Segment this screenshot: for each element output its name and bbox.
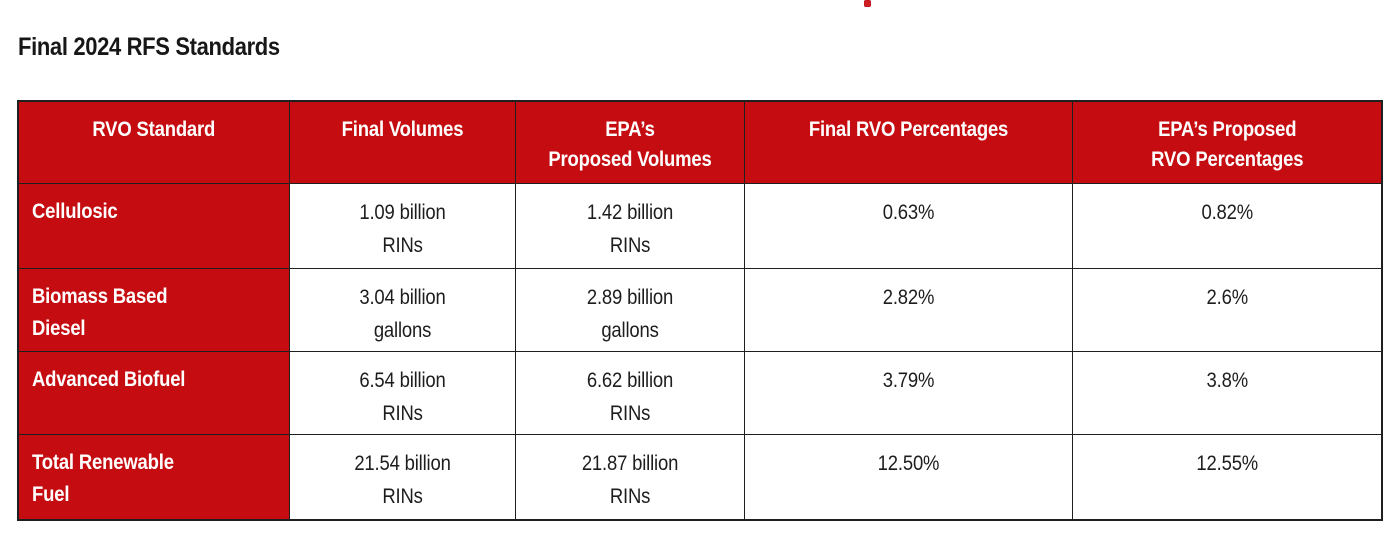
cell-proposed-percentage: 3.8%	[1071, 350, 1383, 435]
row-header-cell: Biomass Based Diesel	[17, 267, 290, 352]
red-dot-artifact	[864, 0, 871, 7]
cell-value: 21.54 billion RINs	[353, 451, 451, 508]
col-header-proposed-volumes: EPA’s Proposed Volumes	[514, 100, 745, 184]
cell-proposed-volume: 6.62 billion RINs	[514, 350, 745, 435]
cell-value: 3.04 billion gallons	[358, 285, 446, 342]
row-header-label: Biomass Based Diesel	[32, 284, 168, 340]
cell-value: 6.54 billion RINs	[358, 368, 446, 425]
row-header-cell: Total Renewable Fuel	[17, 433, 290, 521]
col-header-label: Final RVO Percentages	[808, 118, 1008, 141]
rfs-standards-table: RVO Standard Final Volumes EPA’s Propose…	[17, 100, 1383, 521]
cell-proposed-volume: 2.89 billion gallons	[514, 267, 745, 352]
cell-final-percentage: 3.79%	[743, 350, 1073, 435]
row-header-label: Cellulosic	[32, 199, 118, 223]
header-row: RVO Standard Final Volumes EPA’s Propose…	[17, 100, 1383, 184]
cell-value: 1.09 billion RINs	[358, 200, 446, 257]
cell-proposed-volume: 1.42 billion RINs	[514, 182, 745, 269]
cell-value: 3.8%	[1206, 368, 1248, 392]
col-header-proposed-rvo-percentages: EPA’s Proposed RVO Percentages	[1071, 100, 1383, 184]
row-header-cell: Advanced Biofuel	[17, 350, 290, 435]
cell-value: 12.55%	[1195, 451, 1258, 475]
col-header-label: RVO Standard	[92, 118, 216, 141]
cell-final-volume: 3.04 billion gallons	[288, 267, 516, 352]
cell-value: 2.89 billion gallons	[586, 285, 673, 342]
cell-proposed-percentage: 2.6%	[1071, 267, 1383, 352]
cell-proposed-percentage: 12.55%	[1071, 433, 1383, 521]
cell-proposed-volume: 21.87 billion RINs	[514, 433, 745, 521]
cell-final-volume: 6.54 billion RINs	[288, 350, 516, 435]
col-header-label: EPA’s Proposed Volumes	[547, 118, 712, 171]
cell-value: 2.82%	[882, 285, 934, 309]
cell-final-volume: 21.54 billion RINs	[288, 433, 516, 521]
cell-value: 0.63%	[882, 200, 934, 224]
table-row-cellulosic: Cellulosic 1.09 billion RINs 1.42 billio…	[17, 182, 1383, 269]
table-row-biomass-based-diesel: Biomass Based Diesel 3.04 billion gallon…	[17, 267, 1383, 352]
cell-final-volume: 1.09 billion RINs	[288, 182, 516, 269]
table-row-advanced-biofuel: Advanced Biofuel 6.54 billion RINs 6.62 …	[17, 350, 1383, 435]
col-header-final-volumes: Final Volumes	[288, 100, 516, 184]
cell-value: 21.87 billion RINs	[581, 451, 678, 508]
cell-value: 1.42 billion RINs	[586, 200, 673, 257]
cell-final-percentage: 2.82%	[743, 267, 1073, 352]
col-header-label: EPA’s Proposed RVO Percentages	[1150, 118, 1303, 171]
cell-proposed-percentage: 0.82%	[1071, 182, 1383, 269]
row-header-cell: Cellulosic	[17, 182, 290, 269]
cell-value: 3.79%	[882, 368, 934, 392]
cell-final-percentage: 12.50%	[743, 433, 1073, 521]
row-header-label: Total Renewable Fuel	[32, 450, 174, 506]
cell-value: 6.62 billion RINs	[586, 368, 673, 425]
page-title: Final 2024 RFS Standards	[18, 33, 280, 61]
table-row-total-renewable-fuel: Total Renewable Fuel 21.54 billion RINs …	[17, 433, 1383, 521]
col-header-final-rvo-percentages: Final RVO Percentages	[743, 100, 1073, 184]
row-header-label: Advanced Biofuel	[32, 367, 186, 391]
col-header-rvo-standard: RVO Standard	[17, 100, 290, 184]
cell-value: 2.6%	[1206, 285, 1248, 309]
cell-final-percentage: 0.63%	[743, 182, 1073, 269]
cell-value: 12.50%	[877, 451, 939, 475]
cell-value: 0.82%	[1200, 200, 1253, 224]
col-header-label: Final Volumes	[341, 118, 463, 141]
